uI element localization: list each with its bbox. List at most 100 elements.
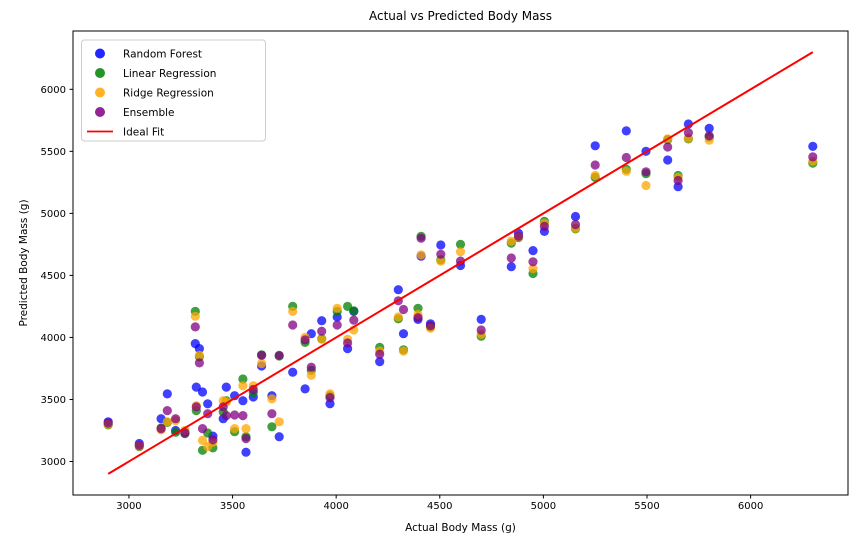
scatter-point (673, 175, 683, 186)
scatter-point (288, 306, 298, 316)
chart-title: Actual vs Predicted Body Mass (369, 9, 552, 23)
scatter-point (238, 396, 248, 406)
scatter-point (398, 346, 409, 356)
scatter-point (808, 141, 818, 151)
scatter-point (197, 424, 208, 434)
scatter-point (590, 141, 600, 151)
scatter-point (343, 338, 353, 348)
scatter-point (375, 357, 385, 367)
scatter-point (663, 142, 673, 152)
scatter-point (190, 311, 200, 321)
scatter-point (194, 350, 204, 360)
scatter-point (570, 211, 581, 222)
x-tick-label: 6000 (738, 501, 763, 512)
scatter-point (274, 417, 284, 427)
scatter-point (203, 399, 213, 409)
scatter-point (267, 409, 277, 419)
legend-label: Ideal Fit (123, 126, 164, 138)
scatter-point (413, 313, 423, 323)
scatter-point (539, 221, 550, 231)
scatter-point (528, 246, 538, 256)
legend-marker-icon (95, 68, 105, 78)
scatter-point (194, 358, 204, 368)
scatter-point (436, 240, 446, 250)
scatter-point (425, 321, 436, 331)
x-tick-label: 5000 (531, 501, 556, 512)
scatter-point (197, 387, 208, 397)
y-tick-label: 4500 (41, 271, 66, 282)
scatter-point (300, 384, 310, 394)
scatter-point (436, 256, 446, 266)
scatter-point (208, 435, 218, 445)
x-tick-label: 3500 (220, 501, 245, 512)
scatter-point (704, 123, 714, 133)
scatter-point (248, 384, 258, 395)
scatter-point (349, 306, 359, 316)
scatter-point (221, 411, 231, 421)
scatter-point (191, 382, 201, 392)
scatter-point (528, 257, 538, 267)
scatter-point (528, 264, 538, 274)
scatter-point (416, 250, 426, 260)
scatter-point (416, 233, 426, 243)
scatter-point (241, 447, 251, 457)
scatter-point (325, 393, 335, 403)
scatter-point (332, 320, 342, 330)
scatter-point (134, 440, 144, 450)
scatter-point (476, 314, 486, 324)
scatter-point (306, 362, 316, 372)
scatter-point (641, 180, 651, 191)
scatter-point (257, 350, 267, 360)
scatter-point (393, 285, 403, 295)
scatter-point (455, 247, 466, 257)
x-tick-label: 4000 (323, 501, 348, 512)
scatter-point (663, 155, 673, 165)
scatter-point (476, 325, 486, 335)
y-axis-label: Predicted Body Mass (g) (18, 199, 30, 326)
scatter-point (197, 435, 208, 445)
legend: Random Forest Linear Regression Ridge Regr… (81, 39, 266, 142)
scatter-point (230, 424, 240, 434)
scatter-point (156, 424, 166, 434)
scatter-point (375, 349, 385, 359)
scatter-point (570, 219, 581, 230)
scatter-point (393, 312, 403, 322)
legend-label: Linear Regression (123, 68, 216, 80)
scatter-point (455, 239, 466, 249)
scatter-point (288, 320, 298, 330)
scatter-point (257, 358, 267, 369)
series-ensemble (103, 128, 818, 450)
scatter-point (194, 344, 204, 354)
legend-label: Random Forest (123, 48, 202, 60)
y-tick-label: 4000 (41, 333, 66, 344)
scatter-point (590, 160, 600, 170)
scatter-point (274, 432, 284, 442)
scatter-point (398, 304, 409, 315)
scatter-point (306, 370, 316, 380)
scatter-point (162, 417, 172, 427)
scatter-point (241, 424, 251, 434)
y-tick-label: 3500 (41, 395, 66, 406)
scatter-point (332, 303, 342, 313)
scatter-point (683, 128, 694, 138)
scatter-point (190, 322, 200, 332)
ideal-fit-line (107, 51, 814, 475)
scatter-point (180, 428, 190, 438)
scatter-point (506, 253, 516, 263)
y-tick-label: 6000 (41, 85, 66, 96)
scatter-point (317, 316, 327, 326)
x-axis: 3000 3500 4000 4500 5000 5500 6000 (116, 495, 763, 512)
y-axis: 3000 3500 4000 4500 5000 5500 6000 (41, 85, 73, 468)
legend-item-random-forest: Random Forest (95, 48, 202, 60)
scatter-point (267, 422, 277, 432)
x-axis-label: Actual Body Mass (g) (405, 522, 516, 534)
scatter-point (808, 152, 818, 162)
legend-item-ideal-fit: Ideal Fit (87, 126, 164, 138)
scatter-point (506, 236, 516, 246)
legend-box (81, 39, 266, 142)
scatter-point (230, 410, 240, 420)
scatter-point (436, 249, 446, 259)
scatter-point (317, 334, 327, 344)
